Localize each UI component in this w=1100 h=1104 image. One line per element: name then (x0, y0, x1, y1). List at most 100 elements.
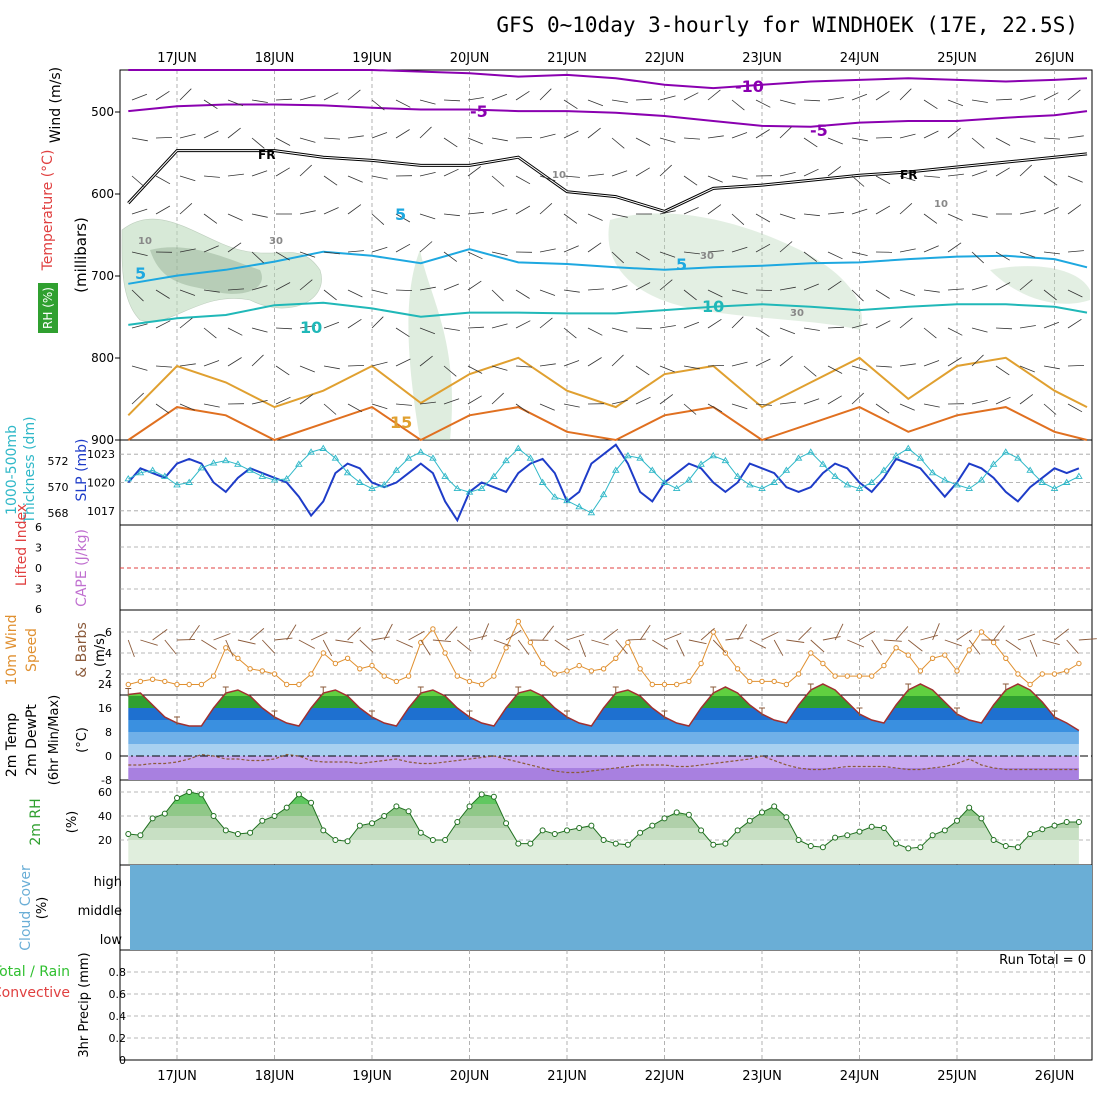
wind-speed-point (638, 667, 642, 671)
wind-speed-point (1077, 661, 1081, 665)
rh-point (223, 828, 228, 833)
wind-speed-point (345, 656, 349, 660)
rh-point (930, 833, 935, 838)
wind-speed-point (955, 669, 959, 673)
dewpt2m-label: 2m DewPt (24, 704, 40, 776)
wind-speed-point (735, 667, 739, 671)
wind-speed-point (1016, 672, 1020, 676)
wind-speed-point (431, 627, 435, 631)
wind-speed-point (443, 651, 447, 655)
wind-label: Wind (m/s) (48, 67, 64, 143)
rh-point (382, 814, 387, 819)
rh-point (686, 812, 691, 817)
convective-label: Convective (0, 985, 70, 1001)
rh-point (577, 826, 582, 831)
wind-speed-point (285, 682, 289, 686)
wind-speed-point (662, 682, 666, 686)
wind-speed-point (394, 679, 398, 683)
thickness-tick-label: 570 (48, 481, 69, 494)
date-label-bottom: 21JUN (547, 1069, 587, 1084)
rh-point (833, 835, 838, 840)
rh-point (820, 845, 825, 850)
contour-label: 30 (700, 251, 714, 262)
rh-point (747, 818, 752, 823)
run-total-label: Run Total = 0 (999, 953, 1086, 968)
wind-speed-point (760, 679, 764, 683)
date-label-bottom: 20JUN (450, 1069, 490, 1084)
lifted-index-label: Lifted Index (14, 504, 30, 586)
cloud-unit-label: (%) (35, 897, 50, 920)
rh-point (516, 841, 521, 846)
cloud-level-label: middle (78, 904, 122, 919)
temp-unit-label: (°C) (75, 727, 90, 753)
precip-tick-label: 0 (119, 1054, 126, 1067)
wind-speed-point (236, 656, 240, 660)
wind-speed-point (406, 674, 410, 678)
temp-tick-label: 8 (105, 726, 112, 739)
wind-speed-point (309, 672, 313, 676)
temperature-label: Temperature (°C) (40, 150, 56, 272)
wind-speed-point (809, 651, 813, 655)
wind-speed-point (675, 682, 679, 686)
chart-title: GFS 0~10day 3-hourly for WINDHOEK (17E, … (496, 13, 1078, 37)
wind-speed-point (1004, 656, 1008, 660)
y-tick-label: 600 (91, 187, 114, 201)
rh-point (443, 838, 448, 843)
rh-point (869, 824, 874, 829)
rh-point (699, 828, 704, 833)
thickness-tick-label: 568 (48, 507, 69, 520)
rh2m-label: 2m RH (28, 798, 44, 845)
date-label-top: 18JUN (255, 51, 295, 66)
rh-point (674, 810, 679, 815)
wind-speed-point (833, 674, 837, 678)
minmax-label: (6hr Min/Max) (47, 695, 62, 785)
rh-point (808, 844, 813, 849)
rh-point (906, 846, 911, 851)
temp-band (120, 756, 1092, 768)
wind-speed-point (199, 682, 203, 686)
wind-speed-point (138, 679, 142, 683)
rh-point (589, 823, 594, 828)
wind10m-speed-label: Speed (24, 628, 40, 672)
contour-label: 5 (395, 205, 406, 224)
rh-point (272, 814, 277, 819)
rh-point (504, 821, 509, 826)
rh-point (650, 823, 655, 828)
cloud-level-label: high (94, 875, 122, 890)
cape-label: CAPE (J/kg) (74, 529, 90, 607)
rh-point (479, 792, 484, 797)
wind-speed-point (748, 679, 752, 683)
wind-barb-10m (177, 639, 195, 640)
rh-point (150, 816, 155, 821)
rh-point (613, 841, 618, 846)
rh-point (455, 820, 460, 825)
contour-label: 15 (390, 413, 412, 432)
rh-tick-label: 20 (98, 834, 112, 847)
wind-speed-point (492, 674, 496, 678)
rh-point (565, 828, 570, 833)
wind-speed-point (796, 672, 800, 676)
wind-speed-point (382, 674, 386, 678)
contour-label: FR (258, 148, 275, 162)
precip-tick-label: 0.4 (109, 1010, 127, 1023)
rh-point (211, 814, 216, 819)
wind-speed-point (772, 679, 776, 683)
contour-label: -5 (470, 102, 488, 121)
wind-speed-point (248, 667, 252, 671)
wind-speed-point (455, 674, 459, 678)
contour-label: 10 (702, 297, 724, 316)
wind10m-label: 10m Wind (4, 614, 20, 685)
temp-tick-label: 16 (98, 702, 112, 715)
wind-speed-point (699, 661, 703, 665)
wind-speed-point (297, 682, 301, 686)
wind-speed-point (845, 674, 849, 678)
rh-point (430, 838, 435, 843)
y-tick-label: 500 (91, 105, 114, 119)
rh-point (394, 804, 399, 809)
date-label-top: 19JUN (352, 51, 392, 66)
precip-tick-label: 0.2 (109, 1032, 127, 1045)
wind-speed-point (614, 656, 618, 660)
wind-speed-point (870, 674, 874, 678)
wind-speed-point (504, 646, 508, 650)
contour-label: 10 (934, 199, 948, 210)
